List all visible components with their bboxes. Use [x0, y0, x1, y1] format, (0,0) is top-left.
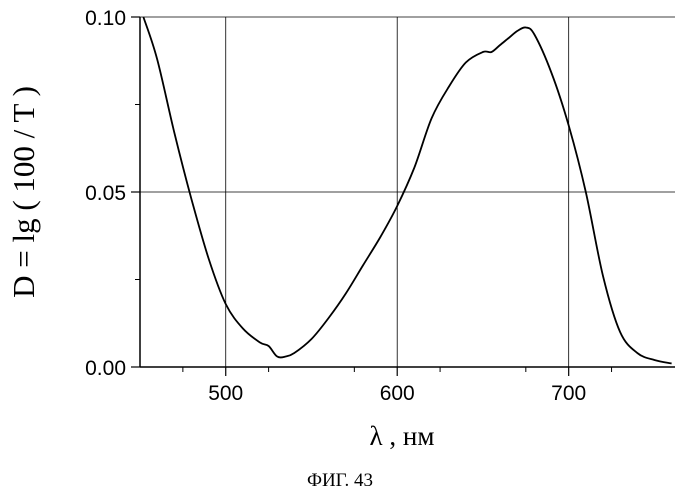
y-axis-label: D = lg ( 100 / T ) — [6, 86, 41, 298]
x-tick-label-700: 700 — [551, 382, 586, 405]
grid-lines — [140, 16, 675, 367]
x-axis-label: λ , нм — [370, 421, 435, 451]
x-tick-label-500: 500 — [208, 382, 243, 405]
figure-caption: ФИГ. 43 — [306, 470, 374, 491]
y-tick-label-1: 0.05 — [85, 182, 126, 205]
series-line-0 — [142, 16, 672, 365]
x-tick-label-600: 600 — [380, 382, 415, 405]
y-tick-label-2: 0.10 — [85, 7, 126, 30]
series-group — [142, 16, 672, 365]
tick-labels: 500 600 700 0.00 0.05 0.10 — [85, 7, 586, 405]
y-tick-label-0: 0.00 — [85, 357, 126, 380]
tick-marks — [131, 16, 613, 376]
